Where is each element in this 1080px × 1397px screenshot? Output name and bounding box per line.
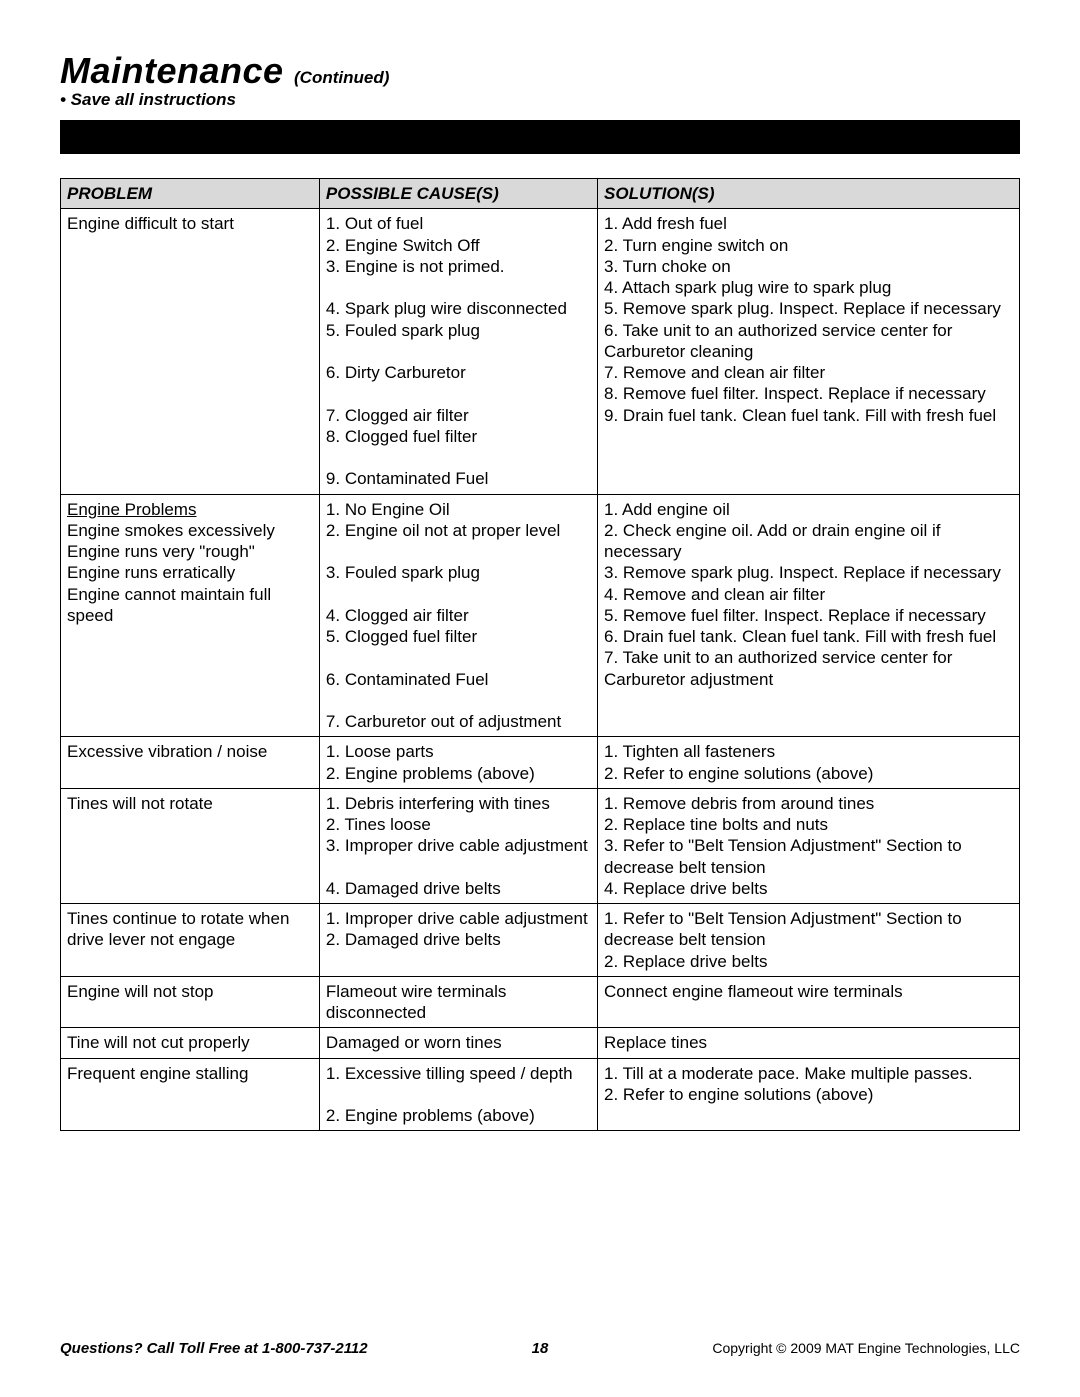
footer-questions: Questions? Call Toll Free at 1-800-737-2… <box>60 1340 368 1357</box>
cell-solution: Connect engine flameout wire terminals <box>598 976 1020 1028</box>
col-header-cause: POSSIBLE CAUSE(S) <box>319 179 597 209</box>
cell-problem: Excessive vibration / noise <box>61 737 320 789</box>
table-row: Engine will not stopFlameout wire termin… <box>61 976 1020 1028</box>
cell-problem: Tine will not cut properly <box>61 1028 320 1058</box>
cell-problem: Engine difficult to start <box>61 209 320 494</box>
col-header-solution: SOLUTION(S) <box>598 179 1020 209</box>
cell-solution: Replace tines <box>598 1028 1020 1058</box>
cell-problem: Frequent engine stalling <box>61 1058 320 1131</box>
cell-cause: 1. Out of fuel 2. Engine Switch Off 3. E… <box>319 209 597 494</box>
table-row: Engine Problems Engine smokes excessivel… <box>61 494 1020 737</box>
troubleshooting-table: PROBLEM POSSIBLE CAUSE(S) SOLUTION(S) En… <box>60 178 1020 1131</box>
black-bar <box>60 120 1020 154</box>
cell-cause: 1. Debris interfering with tines 2. Tine… <box>319 788 597 903</box>
title-main: Maintenance <box>60 50 284 91</box>
footer: Questions? Call Toll Free at 1-800-737-2… <box>60 1340 1020 1357</box>
table-row: Frequent engine stalling1. Excessive til… <box>61 1058 1020 1131</box>
cell-solution: 1. Tighten all fasteners 2. Refer to eng… <box>598 737 1020 789</box>
cell-problem: Tines continue to rotate when drive leve… <box>61 904 320 977</box>
cell-problem: Engine Problems Engine smokes excessivel… <box>61 494 320 737</box>
page: Maintenance (Continued) • Save all instr… <box>0 0 1080 1131</box>
cell-cause: Flameout wire terminals disconnected <box>319 976 597 1028</box>
cell-solution: 1. Add fresh fuel 2. Turn engine switch … <box>598 209 1020 494</box>
cell-solution: 1. Remove debris from around tines 2. Re… <box>598 788 1020 903</box>
table-row: Tines continue to rotate when drive leve… <box>61 904 1020 977</box>
cell-solution: 1. Refer to "Belt Tension Adjustment" Se… <box>598 904 1020 977</box>
cell-cause: 1. Loose parts 2. Engine problems (above… <box>319 737 597 789</box>
cell-cause: 1. Improper drive cable adjustment 2. Da… <box>319 904 597 977</box>
table-row: Tines will not rotate1. Debris interferi… <box>61 788 1020 903</box>
cell-cause: 1. No Engine Oil 2. Engine oil not at pr… <box>319 494 597 737</box>
cell-cause: Damaged or worn tines <box>319 1028 597 1058</box>
table-header-row: PROBLEM POSSIBLE CAUSE(S) SOLUTION(S) <box>61 179 1020 209</box>
col-header-problem: PROBLEM <box>61 179 320 209</box>
table-row: Tine will not cut properlyDamaged or wor… <box>61 1028 1020 1058</box>
footer-copyright: Copyright © 2009 MAT Engine Technologies… <box>712 1340 1020 1356</box>
title-continued: (Continued) <box>294 68 389 87</box>
footer-page-number: 18 <box>532 1340 549 1357</box>
cell-problem: Tines will not rotate <box>61 788 320 903</box>
title-line: Maintenance (Continued) <box>60 50 1020 92</box>
cell-problem: Engine will not stop <box>61 976 320 1028</box>
table-row: Excessive vibration / noise1. Loose part… <box>61 737 1020 789</box>
cell-cause: 1. Excessive tilling speed / depth 2. En… <box>319 1058 597 1131</box>
table-row: Engine difficult to start1. Out of fuel … <box>61 209 1020 494</box>
cell-solution: 1. Till at a moderate pace. Make multipl… <box>598 1058 1020 1131</box>
subtitle: • Save all instructions <box>60 90 1020 110</box>
cell-solution: 1. Add engine oil 2. Check engine oil. A… <box>598 494 1020 737</box>
